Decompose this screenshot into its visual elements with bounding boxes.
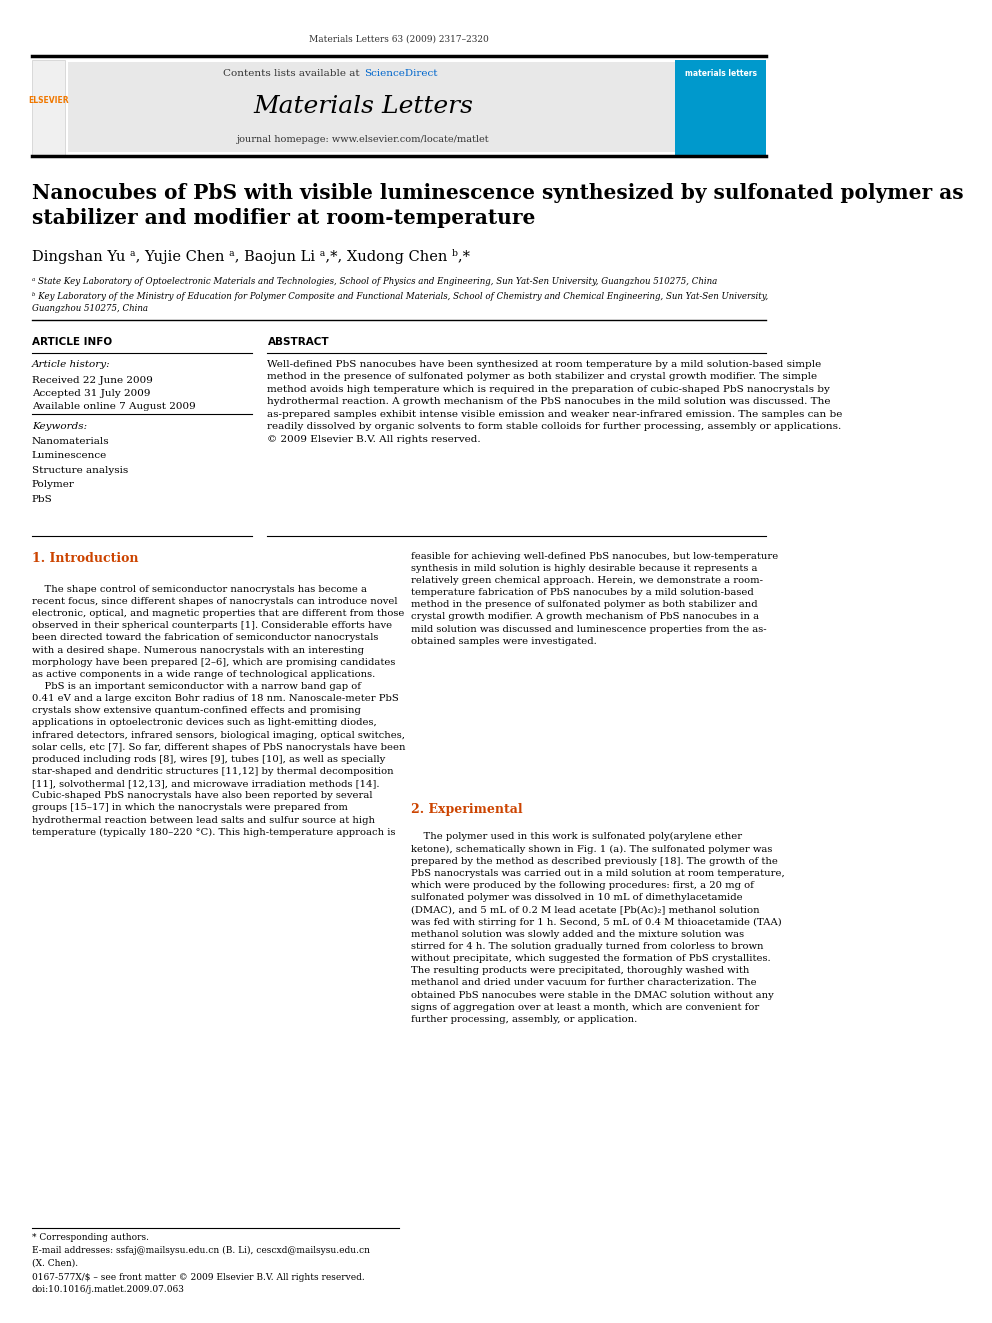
Text: ELSEVIER: ELSEVIER [29, 97, 69, 105]
Text: 0167-577X/$ – see front matter © 2009 Elsevier B.V. All rights reserved.
doi:10.: 0167-577X/$ – see front matter © 2009 El… [32, 1273, 365, 1294]
Text: Materials Letters: Materials Letters [253, 95, 473, 118]
Text: Polymer: Polymer [32, 480, 74, 490]
Text: Structure analysis: Structure analysis [32, 466, 128, 475]
Text: * Corresponding authors.: * Corresponding authors. [32, 1233, 149, 1242]
Text: Nanocubes of PbS with visible luminescence synthesized by sulfonated polymer as
: Nanocubes of PbS with visible luminescen… [32, 183, 963, 228]
Text: Well-defined PbS nanocubes have been synthesized at room temperature by a mild s: Well-defined PbS nanocubes have been syn… [268, 360, 843, 443]
Text: ᵇ Key Laboratory of the Ministry of Education for Polymer Composite and Function: ᵇ Key Laboratory of the Ministry of Educ… [32, 292, 768, 314]
Text: ARTICLE INFO: ARTICLE INFO [32, 337, 112, 348]
Text: E-mail addresses: ssfaj@mailsysu.edu.cn (B. Li), cescxd@mailsysu.edu.cn
(X. Chen: E-mail addresses: ssfaj@mailsysu.edu.cn … [32, 1246, 370, 1267]
Text: PbS: PbS [32, 495, 53, 504]
Text: Available online 7 August 2009: Available online 7 August 2009 [32, 402, 195, 411]
Text: 2. Experimental: 2. Experimental [412, 803, 523, 816]
Text: Keywords:: Keywords: [32, 422, 87, 431]
Text: feasible for achieving well-defined PbS nanocubes, but low-temperature
synthesis: feasible for achieving well-defined PbS … [412, 552, 779, 646]
Text: Accepted 31 July 2009: Accepted 31 July 2009 [32, 389, 151, 398]
Text: Dingshan Yu ᵃ, Yujie Chen ᵃ, Baojun Li ᵃ,*, Xudong Chen ᵇ,*: Dingshan Yu ᵃ, Yujie Chen ᵃ, Baojun Li ᵃ… [32, 249, 470, 263]
Text: materials letters: materials letters [684, 69, 757, 78]
Text: Nanomaterials: Nanomaterials [32, 437, 109, 446]
Text: Received 22 June 2009: Received 22 June 2009 [32, 376, 153, 385]
Text: Contents lists available at: Contents lists available at [223, 69, 363, 78]
Text: ABSTRACT: ABSTRACT [268, 337, 329, 348]
FancyBboxPatch shape [67, 62, 675, 152]
FancyBboxPatch shape [32, 60, 65, 155]
Text: Article history:: Article history: [32, 360, 110, 369]
Text: 1. Introduction: 1. Introduction [32, 552, 139, 565]
Text: The polymer used in this work is sulfonated poly(arylene ether
ketone), schemati: The polymer used in this work is sulfona… [412, 832, 785, 1024]
FancyBboxPatch shape [676, 60, 767, 155]
Text: ᵃ State Key Laboratory of Optoelectronic Materials and Technologies, School of P: ᵃ State Key Laboratory of Optoelectronic… [32, 277, 717, 286]
Text: journal homepage: www.elsevier.com/locate/matlet: journal homepage: www.elsevier.com/locat… [237, 135, 490, 144]
Text: Luminescence: Luminescence [32, 451, 107, 460]
Text: The shape control of semiconductor nanocrystals has become a
recent focus, since: The shape control of semiconductor nanoc… [32, 585, 406, 837]
Text: ScienceDirect: ScienceDirect [364, 69, 437, 78]
Text: Materials Letters 63 (2009) 2317–2320: Materials Letters 63 (2009) 2317–2320 [310, 34, 489, 44]
